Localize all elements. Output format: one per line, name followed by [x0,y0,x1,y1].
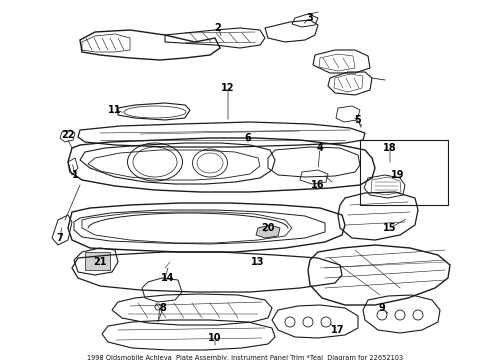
Text: 15: 15 [383,223,397,233]
Text: 8: 8 [160,303,167,313]
Text: 11: 11 [108,105,122,115]
Text: 19: 19 [391,170,405,180]
Text: 20: 20 [261,223,275,233]
Text: 7: 7 [57,233,63,243]
Text: 10: 10 [208,333,222,343]
Polygon shape [256,225,280,238]
Text: 1: 1 [72,170,78,180]
Text: 9: 9 [379,303,385,313]
Text: 16: 16 [311,180,325,190]
Bar [360,140,448,205]
Text: 22: 22 [61,130,75,140]
Text: 4: 4 [317,143,323,153]
Text: 18: 18 [383,143,397,153]
Text: 17: 17 [331,325,345,335]
Text: 3: 3 [307,13,314,23]
Text: 12: 12 [221,83,235,93]
Bar [85,252,110,270]
Text: 1998 Oldsmobile Achieva  Plate Assembly, Instrument Panel Trim *Teal  Diagram fo: 1998 Oldsmobile Achieva Plate Assembly, … [87,355,403,360]
Text: 14: 14 [161,273,175,283]
Text: 13: 13 [251,257,265,267]
Text: 6: 6 [245,133,251,143]
Text: 21: 21 [93,257,107,267]
Text: 5: 5 [355,115,362,125]
Text: 2: 2 [215,23,221,33]
